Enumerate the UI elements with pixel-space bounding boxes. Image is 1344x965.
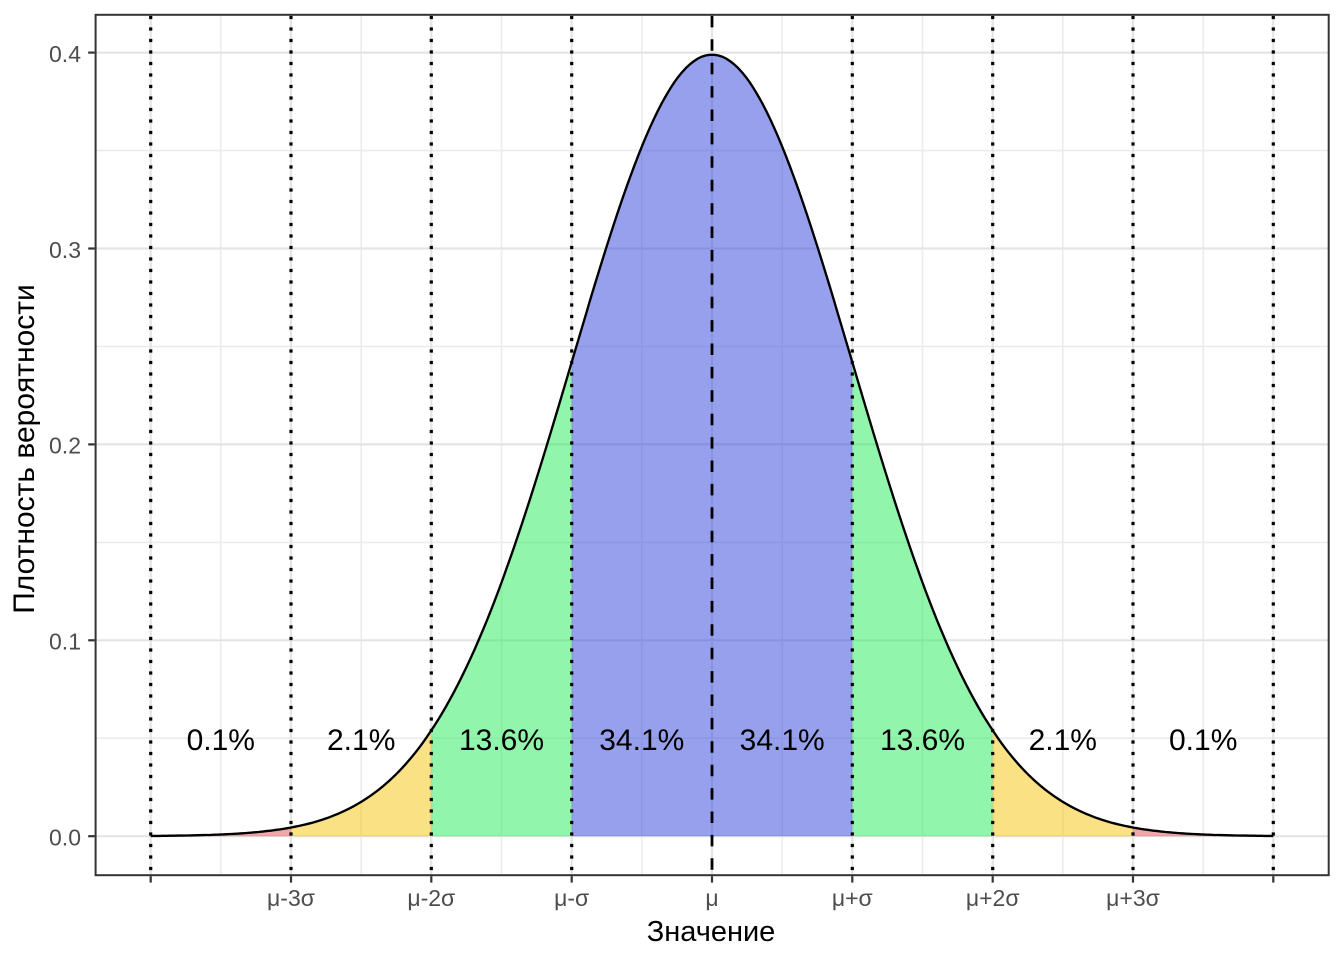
svg-text:34.1%: 34.1% <box>740 724 825 757</box>
svg-text:Плотность вероятности: Плотность вероятности <box>8 284 41 614</box>
svg-text:μ-2σ: μ-2σ <box>407 885 455 911</box>
svg-text:0.0: 0.0 <box>49 825 81 851</box>
svg-text:13.6%: 13.6% <box>880 724 965 757</box>
svg-text:0.1: 0.1 <box>49 629 81 655</box>
svg-text:0.4: 0.4 <box>49 41 81 67</box>
svg-text:μ-σ: μ-σ <box>554 885 589 911</box>
svg-text:μ: μ <box>705 885 718 911</box>
svg-text:μ+σ: μ+σ <box>832 885 873 911</box>
svg-text:μ+3σ: μ+3σ <box>1106 885 1160 911</box>
svg-text:0.2: 0.2 <box>49 433 81 459</box>
svg-text:0.1%: 0.1% <box>187 724 255 757</box>
svg-text:0.3: 0.3 <box>49 237 81 263</box>
svg-text:13.6%: 13.6% <box>459 724 544 757</box>
svg-text:2.1%: 2.1% <box>1029 724 1097 757</box>
svg-text:Значение: Значение <box>647 916 776 948</box>
svg-text:2.1%: 2.1% <box>327 724 395 757</box>
svg-text:μ-3σ: μ-3σ <box>267 885 315 911</box>
svg-text:μ+2σ: μ+2σ <box>966 885 1020 911</box>
svg-text:34.1%: 34.1% <box>599 724 684 757</box>
svg-text:0.1%: 0.1% <box>1169 724 1237 757</box>
